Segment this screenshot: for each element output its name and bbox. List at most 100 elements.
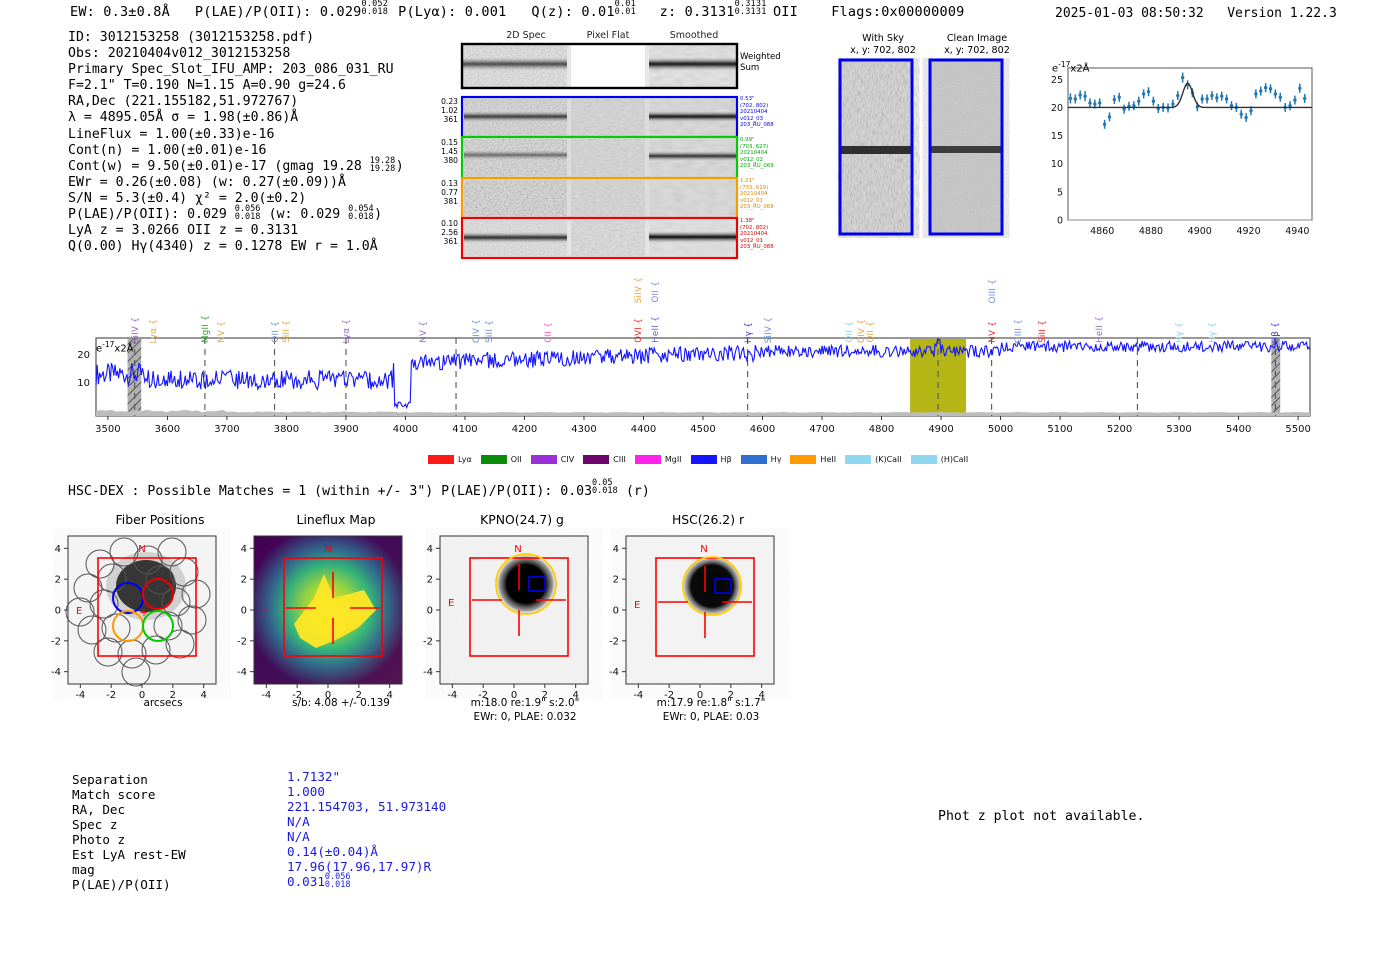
legend-item-hcaii: (H)CaII	[910, 454, 968, 464]
svg-text:-4: -4	[423, 667, 433, 678]
svg-text:-2: -2	[51, 636, 61, 647]
info-redshifts: LyA z = 3.0266 OII z = 0.3131	[68, 223, 299, 239]
svg-text:4700: 4700	[809, 424, 834, 435]
match-key-plae: P(LAE)/P(OII)	[72, 877, 171, 892]
lineid-oiii-20: OIII {	[987, 278, 998, 303]
version: Version 1.22.3	[1227, 6, 1337, 21]
info-ewr: EWr = 0.26(±0.08) (w: 0.27(±0.09))Å	[68, 174, 346, 190]
spec2d-col-title-smoothed: Smoothed	[669, 30, 719, 41]
svg-text:10: 10	[1051, 159, 1063, 170]
legend-swatch	[480, 454, 507, 464]
svg-text:4: 4	[200, 690, 206, 701]
header-z-type: OII	[772, 4, 798, 20]
spec2d-row4-left-2: 361	[443, 237, 459, 246]
svg-text:4860: 4860	[1090, 226, 1114, 237]
svg-text:E: E	[76, 606, 82, 617]
full-spectrum-chart: 10 20 3500 3600 3700 3800 3900 4000 4100 4200 4300…	[77, 337, 1311, 435]
spec2d-rows	[460, 95, 739, 260]
spec2d-row2-left-0: 0.15	[441, 138, 458, 147]
legend-item-hβ: Hβ	[690, 454, 732, 464]
info-wavelength: λ = 4895.05Å σ = 1.98(±0.86)Å	[68, 110, 299, 126]
svg-text:4: 4	[241, 544, 247, 555]
thumb-xlabel-lineflux: s/b: 4.08 +/- 0.139	[292, 697, 390, 709]
svg-text:5300: 5300	[1166, 424, 1191, 435]
legend-swatch	[530, 454, 557, 464]
svg-text:3800: 3800	[274, 424, 299, 435]
svg-text:20: 20	[1051, 103, 1063, 114]
legend-item-mgii: MgII	[634, 454, 682, 464]
lineid-hγ-15: Hγ {	[743, 322, 754, 343]
legend-label: Hγ	[770, 454, 782, 464]
thumb-xlabel-fiber: arcsecs	[143, 697, 183, 709]
header-summary-line: EW: 0.3±0.8Å P(LAE)/P(OII): 0.029 0.052 0.…	[70, 0, 965, 20]
svg-text:4800: 4800	[869, 424, 894, 435]
lineid-lyα-1: Lyα {	[148, 318, 159, 343]
match-val-mag: 17.96(17.96,17.97)R	[287, 859, 432, 874]
lineid-siii-23: SiII {	[1038, 320, 1049, 343]
info-id: ID: 3012153258 (3012153258.pdf)	[68, 30, 315, 45]
spec2d-row4-left-1: 2.56	[441, 228, 458, 237]
svg-text:0: 0	[139, 690, 145, 701]
lineid-ovi-13: OVI {	[633, 318, 644, 343]
svg-text:10: 10	[77, 378, 90, 389]
legend-item-hγ: Hγ	[740, 454, 782, 464]
legend-item-oii: OII	[480, 454, 522, 464]
spec2d-weighted-label-1: Weighted	[740, 52, 781, 62]
header-flags: Flags:0x00000009	[831, 4, 965, 20]
legend-item-ciii: CIII	[583, 454, 626, 464]
legend-swatch	[583, 454, 610, 464]
svg-text:-2: -2	[664, 690, 674, 701]
svg-text:4: 4	[758, 690, 764, 701]
svg-text:0: 0	[613, 606, 619, 617]
lineid-heii-14: HeII {	[651, 316, 662, 343]
match-plae-lo: 0.018	[324, 879, 351, 890]
spec2d-row4-left-0: 0.10	[441, 219, 458, 228]
lineid-hβ-27: Hβ {	[1271, 321, 1282, 343]
header-z-hi: 0.3131	[734, 0, 767, 9]
svg-text:4600: 4600	[750, 424, 775, 435]
svg-text:4: 4	[572, 690, 578, 701]
lineid-heii-24: HeII {	[1094, 316, 1105, 343]
thumb-caption2-kpno: EWr: 0, PLAE: 0.032	[473, 711, 577, 723]
timestamp: 2025-01-03 08:50:32	[1055, 6, 1204, 21]
object-info-block: ID: 3012153258 (3012153258.pdf) Obs: 202…	[68, 30, 404, 255]
withsky-title: With Sky x, y: 702, 802	[850, 33, 916, 56]
spec2d-row3-info: 1.21" (703, 619) 20210404 v012_01 203_RU…	[740, 178, 774, 211]
sky-clean-cutouts	[838, 58, 1004, 236]
svg-text:E: E	[448, 598, 454, 609]
lineid-cii-10: CII {	[544, 322, 555, 343]
svg-text:4500: 4500	[690, 424, 715, 435]
match-key-matchscore: Match score	[72, 787, 156, 802]
info-snr-chi2: S/N = 5.3(±0.4) χ² = 2.0(±0.2)	[68, 190, 307, 206]
lineid-oii-12: OII {	[651, 281, 662, 303]
lineid-hγ-26: Hγ {	[1207, 322, 1218, 343]
spec2d-col-title-pixelflat: Pixel Flat	[586, 30, 630, 41]
info-q-line: Q(0.00) Hγ(4340) z = 0.1278 EW r = 1.0Å	[68, 239, 378, 255]
thumb-caption2-hsc: EWr: 0, PLAE: 0.03	[662, 711, 760, 723]
header-qz: Q(z): 0.01	[531, 4, 615, 20]
svg-text:0: 0	[325, 690, 331, 701]
info-plae: P(LAE)/P(OII): 0.029 0.056 0.018 (w: 0.02…	[68, 204, 383, 223]
thumb-xlabel-hsc: m:17.9 re:1.8" s:1.7"	[656, 697, 766, 709]
lineid-siiv-11: SiIV {	[633, 276, 644, 303]
spec2d-row3-left-0: 0.13	[441, 179, 458, 188]
svg-text:4: 4	[386, 690, 392, 701]
lineid-lyα-6: Lyα {	[341, 318, 352, 343]
svg-text:0: 0	[241, 606, 247, 617]
lineid-hγ-25: Hγ {	[1175, 322, 1186, 343]
legend-label: HeII	[820, 454, 837, 464]
svg-text:N: N	[514, 544, 521, 555]
lineid-mgii-2: MgII {	[200, 315, 211, 343]
svg-text:-4: -4	[237, 667, 247, 678]
info-seeing: F=2.1" T=0.190 N=1.15 A=0.90 g=24.6	[68, 78, 346, 94]
svg-text:-2: -2	[237, 636, 247, 647]
legend-swatch	[845, 454, 872, 464]
line-id-labels: SiIV {Lyα {MgII {NV {OII {SiII {Lyα {NV …	[60, 276, 1320, 351]
header-plae-label: P(LAE)/P(OII):	[194, 4, 312, 20]
svg-text:E: E	[634, 600, 640, 611]
match-val-photoz: N/A	[287, 829, 310, 844]
lineid-siiv-16: SiIV {	[764, 316, 775, 343]
header-qz-lo: 0.01	[614, 7, 636, 17]
with-sky-image	[838, 58, 914, 236]
legend-swatch	[740, 454, 767, 464]
